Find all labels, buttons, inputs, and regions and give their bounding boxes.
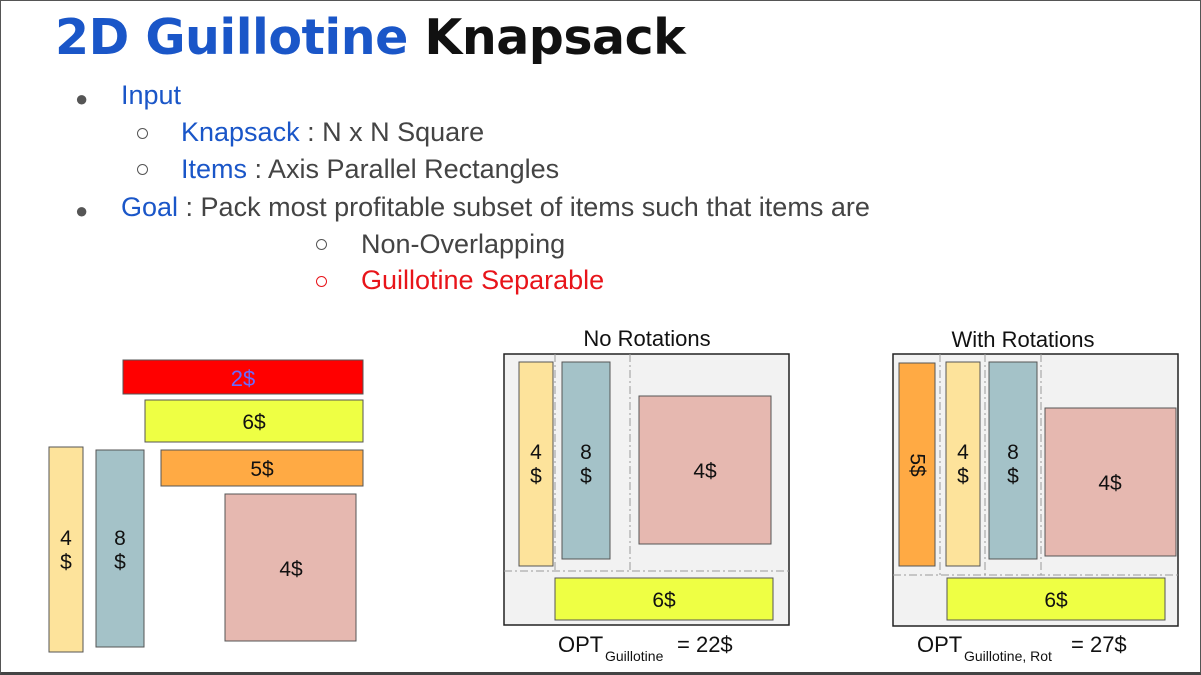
yellow-item-label: 6$: [1044, 589, 1068, 612]
sub-bullet-ring: [137, 128, 148, 139]
slide-title: 2D Guillotine Knapsack: [55, 9, 686, 66]
sub-bullet-ring: [137, 164, 148, 175]
opt-guillotine-rot-value: = 27$: [1071, 632, 1127, 657]
teal-item: [988, 361, 1038, 560]
opt-guillotine-rot-main: OPT: [917, 632, 962, 657]
title-part-1: 2D Guillotine: [55, 9, 408, 66]
pink-item-label: 4$: [1098, 472, 1122, 495]
tan-item-unit: $: [957, 465, 969, 488]
teal-item-value: 8: [114, 527, 126, 550]
goal-keyword: Goal: [121, 192, 179, 222]
teal-item-value: 8: [1007, 441, 1019, 464]
title-part-2: Knapsack: [424, 9, 686, 66]
goal-text: : Pack most profitable subset of items s…: [178, 192, 870, 222]
yellow-item: [946, 577, 1166, 621]
red-item: [122, 359, 364, 395]
bullet-goal: Goal : Pack most profitable subset of it…: [121, 191, 870, 223]
teal-item-value: 8: [580, 441, 592, 464]
red-item-label: 2$: [231, 366, 255, 391]
opt-guillotine-main: OPT: [558, 632, 603, 657]
knapsack-keyword: Knapsack: [181, 117, 300, 147]
bullet-dot: ●: [75, 198, 89, 223]
knapsack-text: : N x N Square: [299, 117, 485, 147]
opt-guillotine-subscript: Guillotine: [605, 648, 664, 664]
sub-bullet-ring: [316, 239, 327, 250]
yellow-item-label: 6$: [242, 411, 266, 434]
bullet-dot: ●: [75, 86, 89, 111]
yellow-item: [144, 399, 364, 443]
bullet-knapsack: Knapsack : N x N Square: [181, 116, 484, 148]
condition-guillotine: Guillotine Separable: [361, 265, 605, 295]
tan-item: [945, 361, 981, 567]
items-text: : Axis Parallel Rectangles: [247, 154, 560, 184]
input-keyword: Input: [121, 80, 182, 110]
tan-item-value: 4: [60, 527, 72, 550]
loose-items: 2$ 6$ 5$ 4$ 4 $ 8 $: [48, 359, 364, 653]
teal-item-unit: $: [1007, 465, 1019, 488]
tan-item-unit: $: [60, 551, 72, 574]
orange-item: [160, 449, 364, 487]
tan-item: [518, 361, 554, 567]
bullet-input: Input: [121, 79, 181, 111]
opt-guillotine-rot-subscript: Guillotine, Rot: [964, 648, 1052, 664]
orange-item-label: 5$: [250, 458, 274, 481]
tan-item-unit: $: [530, 465, 542, 488]
yellow-item: [554, 577, 774, 621]
panel-no-rotations-title: No Rotations: [583, 326, 710, 351]
orange-item-label: 5$: [906, 453, 929, 477]
bullet-items: Items : Axis Parallel Rectangles: [181, 153, 559, 185]
panel-no-rotations: No Rotations 4 $ 8 $ 4$ 6$ OPT Guillotin…: [503, 326, 790, 664]
pink-item: [1044, 407, 1177, 557]
tan-item-value: 4: [957, 441, 969, 464]
pink-item: [224, 493, 357, 642]
pink-item-label: 4$: [279, 558, 303, 581]
pink-item: [638, 395, 772, 545]
tan-item: [48, 446, 84, 653]
teal-item: [95, 449, 145, 648]
teal-item: [561, 361, 611, 560]
teal-item-unit: $: [580, 465, 592, 488]
opt-guillotine-value: = 22$: [677, 632, 733, 657]
condition-non-overlapping: Non-Overlapping: [361, 229, 566, 259]
yellow-item-label: 6$: [652, 589, 676, 612]
items-keyword: Items: [181, 154, 248, 184]
pink-item-label: 4$: [693, 460, 717, 483]
tan-item-value: 4: [530, 441, 542, 464]
teal-item-unit: $: [114, 551, 126, 574]
panel-with-rotations: With Rotations 5$ 4 $ 8 $ 4$ 6$ OPT Guil…: [892, 327, 1179, 664]
orange-item-rotated: [898, 362, 936, 567]
sub-bullet-ring-red: [316, 276, 327, 287]
panel-with-rotations-title: With Rotations: [951, 327, 1094, 352]
